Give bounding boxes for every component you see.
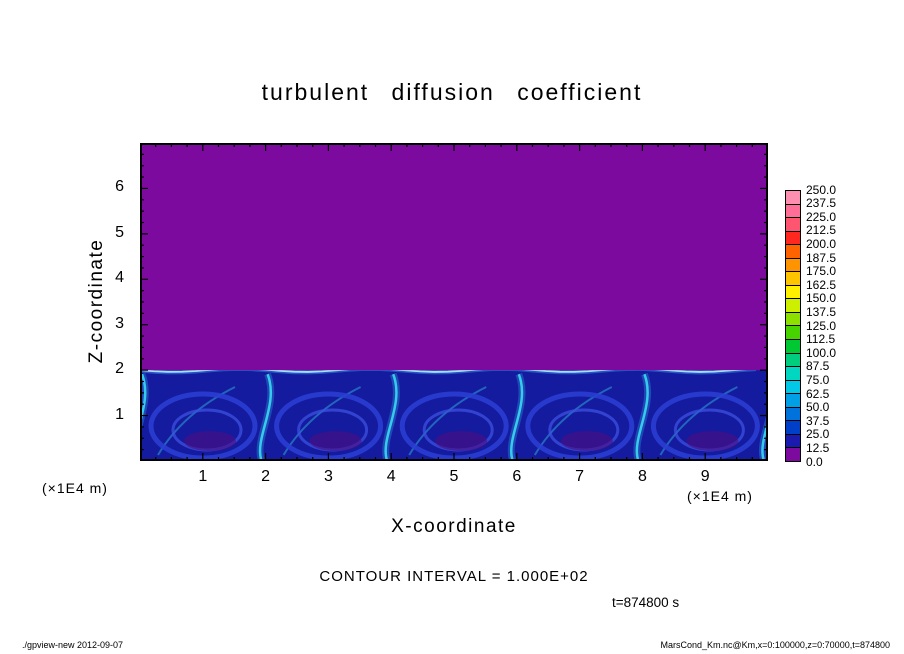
colorbar-cell	[786, 231, 800, 246]
chart-title: turbulent diffusion coefficient	[261, 79, 643, 105]
x-tick-label: 7	[575, 468, 585, 485]
x-tick-label: 8	[637, 468, 647, 485]
colorbar-level-label: 175.0	[806, 264, 837, 279]
x-tick-label: 9	[700, 468, 710, 485]
y-tick-label: 2	[115, 360, 124, 378]
colorbar-level-label: 87.5	[806, 359, 830, 374]
colorbar-level-label: 237.5	[806, 196, 837, 211]
colorbar-level-label: 125.0	[806, 318, 837, 333]
footer-file-text: MarsCond_Km.nc@Km,x=0:100000,z=0:70000,t…	[660, 640, 890, 650]
time-stamp: t=874800 s	[612, 595, 680, 610]
x-axis-unit: (×1E4 m)	[687, 488, 753, 504]
colorbar-level-label: 12.5	[806, 440, 830, 455]
plot-frame	[140, 143, 768, 461]
x-tick-label: 3	[323, 468, 333, 485]
colorbar-level-label: 112.5	[806, 332, 836, 347]
colorbar-level-label: 187.5	[806, 250, 837, 265]
colorbar-cell	[786, 407, 800, 422]
colorbar-cell	[786, 258, 800, 273]
colorbar-level-label: 75.0	[806, 372, 830, 387]
x-axis-label: X-coordinate	[391, 516, 517, 537]
colorbar-cell	[786, 204, 800, 219]
colorbar-cell	[786, 299, 800, 313]
x-tick-label: 2	[261, 468, 271, 485]
colorbar-level-label: 25.0	[806, 427, 830, 442]
y-tick-label: 1	[115, 405, 124, 423]
colorbar-cell	[786, 434, 800, 449]
colorbar-cell	[786, 340, 800, 354]
colorbar-cell	[786, 326, 800, 341]
colorbar-cell	[786, 285, 800, 300]
colorbar-cell	[786, 272, 800, 286]
colorbar-cell	[786, 421, 800, 435]
y-tick-label: 6	[115, 178, 124, 196]
colorbar-cell	[786, 394, 800, 408]
heatmap-plot	[140, 143, 768, 461]
x-tick-label: 6	[512, 468, 522, 485]
colorbar-cell	[786, 218, 800, 232]
x-tick-label: 1	[198, 468, 208, 485]
contour-interval-note: CONTOUR INTERVAL = 1.000E+02	[319, 568, 589, 585]
colorbar-level-label: 0.0	[806, 454, 823, 469]
colorbar-level-label: 150.0	[806, 291, 837, 306]
colorbar-cell	[786, 380, 800, 395]
y-tick-label: 3	[115, 314, 124, 332]
footer-command-text: ./gpview-new 2012-09-07	[22, 640, 124, 650]
colorbar-level-label: 250.0	[806, 182, 837, 197]
y-tick-label: 5	[115, 223, 124, 241]
colorbar-cell	[786, 312, 800, 327]
colorbar-cell	[786, 191, 800, 205]
colorbar-cell	[786, 245, 800, 259]
colorbar-level-label: 212.5	[806, 223, 837, 238]
colorbar-level-label: 62.5	[806, 386, 830, 401]
x-tick-label: 4	[386, 468, 396, 485]
turbulent-layer-graphic	[140, 370, 768, 461]
colorbar-level-label: 162.5	[806, 277, 837, 292]
colorbar-level-label: 137.5	[806, 304, 837, 319]
colorbar-level-label: 100.0	[806, 345, 837, 360]
y-tick-label: 4	[115, 269, 124, 287]
colorbar-cell	[786, 367, 800, 381]
y-axis-unit: (×1E4 m)	[42, 480, 108, 496]
colorbar-cell	[786, 353, 800, 368]
colorbar-level-label: 200.0	[806, 236, 837, 251]
colorbar-level-label: 50.0	[806, 400, 830, 415]
y-axis-label: Z-coordinate	[86, 238, 107, 364]
colorbar-level-label: 225.0	[806, 209, 837, 224]
colorbar	[785, 190, 801, 462]
colorbar-level-label: 37.5	[806, 413, 830, 428]
colorbar-cell	[786, 448, 800, 461]
x-tick-label: 5	[449, 468, 459, 485]
